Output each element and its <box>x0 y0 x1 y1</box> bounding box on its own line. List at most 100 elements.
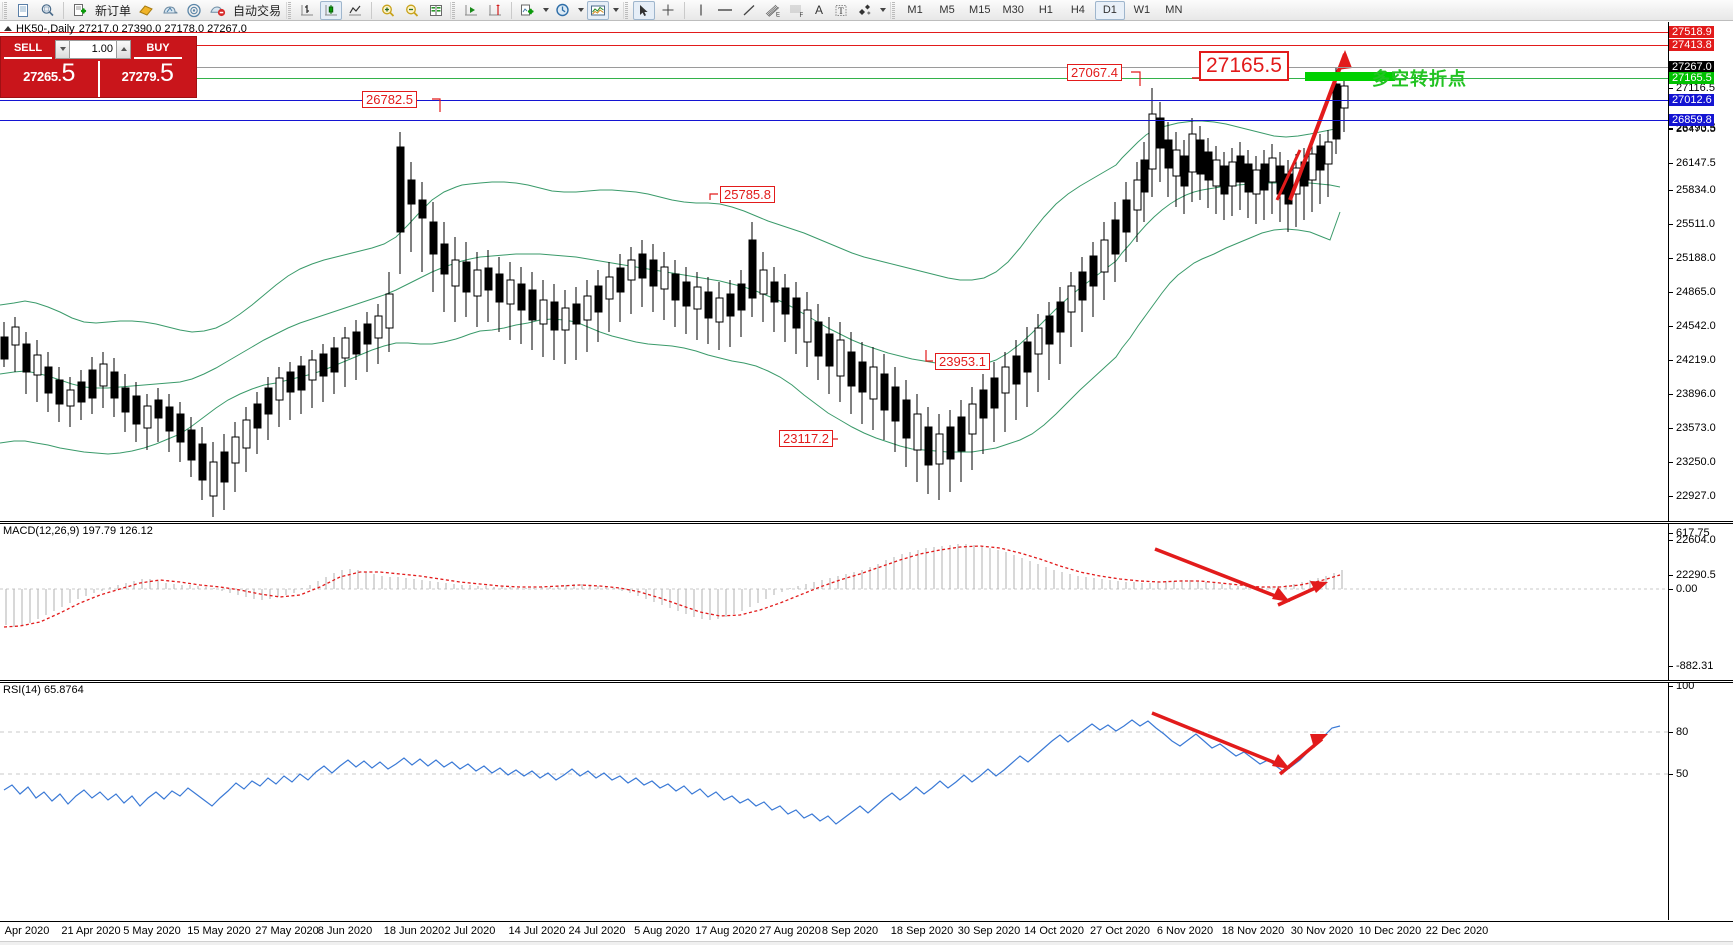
horizontal-line-icon[interactable] <box>714 1 736 20</box>
turning-point-note[interactable]: 多空转折点 <box>1372 69 1467 89</box>
line-chart-icon[interactable] <box>344 1 366 20</box>
sell-price-dot: . <box>57 69 62 84</box>
timeframe-m30[interactable]: M30 <box>1002 4 1024 16</box>
price-tick-23573: 23573.0 <box>1669 422 1716 434</box>
one-click-trading-panel[interactable]: SELL 1.00 BUY 27265 . 5 27279 . 5 <box>0 36 197 98</box>
crosshair-icon[interactable] <box>657 1 679 20</box>
volume-stepper[interactable]: 1.00 <box>55 39 131 59</box>
sell-button[interactable]: SELL <box>4 39 52 59</box>
date-tick-22: 22 Dec 2020 <box>1425 925 1489 937</box>
candlestick-chart-icon[interactable] <box>320 0 343 20</box>
indicators-icon[interactable] <box>517 1 539 20</box>
macd-indicator-label[interactable]: MACD(12,26,9) 197.79 126.12 <box>3 525 153 537</box>
price-tick-25834: 25834.0 <box>1669 184 1716 196</box>
new-chart-icon[interactable] <box>12 1 34 20</box>
toolbar-divider <box>63 1 64 19</box>
sell-price[interactable]: 27265 . 5 <box>1 61 98 97</box>
shapes-dropdown-caret[interactable] <box>877 1 888 20</box>
text-label-icon[interactable]: T <box>830 1 852 20</box>
macd-tick-882: -882.31 <box>1669 660 1713 672</box>
rsi-indicator-label[interactable]: RSI(14) 65.8764 <box>3 684 84 696</box>
zoom-in-icon[interactable] <box>377 1 399 20</box>
shapes-icon[interactable] <box>854 1 876 20</box>
toolbar-grip-2[interactable] <box>286 1 294 19</box>
toolbar-grip-5[interactable] <box>890 1 898 19</box>
rsi-tick-80: 80 <box>1669 726 1688 738</box>
market-watch-icon[interactable] <box>36 1 58 20</box>
chevron-down-icon <box>543 8 550 12</box>
price-label-26859: 26859.8 <box>1669 114 1714 126</box>
swing-high-label-27067[interactable]: 27067.4 <box>1067 64 1122 81</box>
bar-chart-icon[interactable] <box>296 1 318 20</box>
periods-dropdown-caret[interactable] <box>575 1 586 20</box>
timeframe-h1[interactable]: H1 <box>1038 4 1053 16</box>
data-window-icon[interactable] <box>425 1 447 20</box>
swing-high-label-25785[interactable]: 25785.8 <box>720 186 775 203</box>
timeframe-m5[interactable]: M5 <box>939 4 955 16</box>
collapse-triangle-icon[interactable] <box>4 26 12 31</box>
date-tick-18: 6 Nov 2020 <box>1156 925 1214 937</box>
key-level-label-27165[interactable]: 27165.5 <box>1199 51 1289 81</box>
chart-ohlc-values: 27217.0 27390.0 27178.0 27267.0 <box>78 22 247 35</box>
buy-button[interactable]: BUY <box>134 39 182 59</box>
date-tick-20: 30 Nov 2020 <box>1290 925 1354 937</box>
vertical-line-icon[interactable] <box>690 1 712 20</box>
chevron-down-icon <box>880 8 887 12</box>
timeframe-m15[interactable]: M15 <box>969 4 991 16</box>
rsi-divergence-arrows <box>1151 711 1328 776</box>
timeframe-w1[interactable]: W1 <box>1133 4 1151 16</box>
macd-tick-617: 617.75 <box>1669 527 1710 539</box>
date-tick-7: 2 Jul 2020 <box>444 925 496 937</box>
periods-icon[interactable] <box>552 1 574 20</box>
signals-icon[interactable] <box>183 1 205 20</box>
templates-dropdown-caret[interactable] <box>610 1 621 20</box>
trendline-icon[interactable] <box>738 1 760 20</box>
text-icon[interactable]: A <box>815 3 824 17</box>
price-chart-pane[interactable] <box>0 22 1668 520</box>
price-label-27413: 27413.8 <box>1669 39 1714 51</box>
fibonacci-icon[interactable]: F <box>786 1 808 20</box>
date-tick-11: 17 Aug 2020 <box>695 925 757 937</box>
key-level-highlight-zone <box>1305 72 1395 81</box>
timeframe-d1[interactable]: D1 <box>1094 0 1125 20</box>
timeframe-mn[interactable]: MN <box>1165 4 1183 16</box>
swing-high-label-26782[interactable]: 26782.5 <box>362 91 417 108</box>
price-tick-27116: 27116.5 <box>1669 82 1715 94</box>
price-tick-25188: 25188.0 <box>1669 252 1716 264</box>
equidistant-channel-icon[interactable]: E <box>762 1 784 20</box>
buy-price[interactable]: 27279 . 5 <box>100 61 197 97</box>
pane-separator-macd[interactable] <box>0 521 1733 524</box>
indicators-dropdown-caret[interactable] <box>540 1 551 20</box>
swing-low-label-23117[interactable]: 23117.2 <box>779 430 834 447</box>
pane-separator-rsi[interactable] <box>0 680 1733 683</box>
macd-pane[interactable] <box>0 527 1668 679</box>
new-order-label[interactable]: 新订单 <box>95 3 132 18</box>
swing-low-label-23953[interactable]: 23953.1 <box>935 353 990 370</box>
zoom-out-icon[interactable] <box>401 1 423 20</box>
main-toolbar: 新订单 自动交易 <box>0 0 1733 21</box>
autotrade-label[interactable]: 自动交易 <box>233 3 282 18</box>
volume-increase-button[interactable] <box>116 39 131 59</box>
toolbar-divider-3 <box>511 1 513 19</box>
rsi-pane[interactable] <box>0 686 1668 920</box>
autotrading-icon[interactable] <box>207 1 229 20</box>
auto-scroll-icon[interactable] <box>460 1 482 20</box>
price-axis[interactable]: 27518.9 27413.8 27267.0 27165.5 27116.5 … <box>1669 0 1733 945</box>
mailbox-icon[interactable] <box>159 1 181 20</box>
timeframe-m1[interactable]: M1 <box>907 4 923 16</box>
toolbar-grip-4[interactable] <box>623 1 631 19</box>
templates-icon[interactable] <box>587 0 610 20</box>
timeframe-h4[interactable]: H4 <box>1070 4 1085 16</box>
toolbar-grip[interactable] <box>2 1 9 19</box>
rsi-canvas <box>0 711 1668 825</box>
cursor-icon[interactable] <box>633 0 656 20</box>
chart-shift-icon[interactable] <box>484 1 506 20</box>
alerts-icon[interactable] <box>135 1 157 20</box>
bollinger-middle-band <box>0 182 1341 389</box>
toolbar-divider-2 <box>371 1 373 19</box>
new-order-icon[interactable] <box>69 1 91 20</box>
toolbar-grip-3[interactable] <box>450 1 458 19</box>
volume-input[interactable]: 1.00 <box>70 39 116 59</box>
volume-decrease-button[interactable] <box>55 39 70 59</box>
sell-price-fraction: 5 <box>61 59 76 87</box>
